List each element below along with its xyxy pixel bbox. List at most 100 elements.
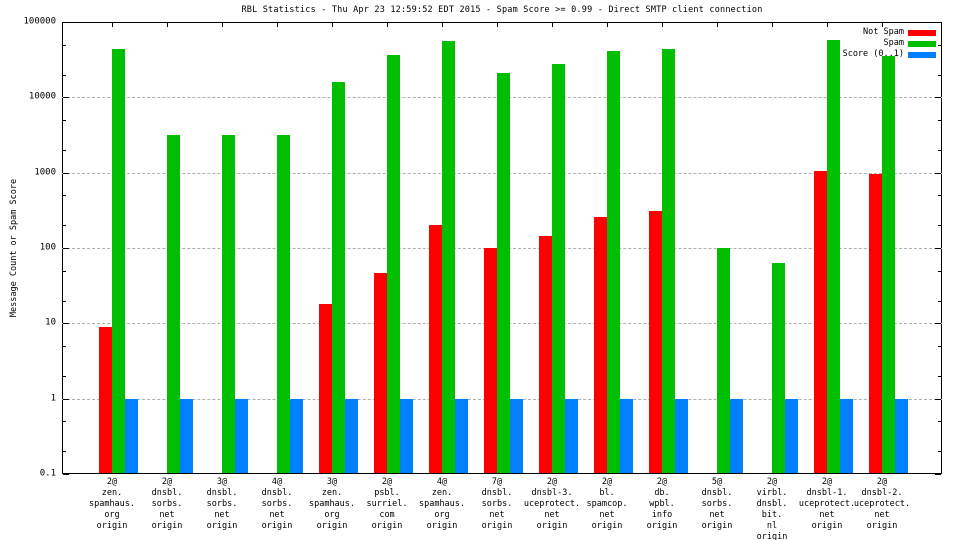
y-minor-tick xyxy=(938,300,941,302)
bar-score xyxy=(455,398,468,473)
chart-title: RBL Statistics - Thu Apr 23 12:59:52 EDT… xyxy=(241,5,763,15)
y-tick-label: 1 xyxy=(50,393,56,404)
bar-score xyxy=(785,398,798,473)
bar-score xyxy=(345,398,358,473)
y-minor-tick xyxy=(63,44,66,46)
bar-not-spam xyxy=(869,174,882,473)
y-major-tick xyxy=(63,97,69,99)
x-category-label: 7@ dnsbl. sorbs. net origin xyxy=(481,477,513,531)
y-tick-label: 10 xyxy=(45,317,56,328)
legend-swatch-not-spam-icon xyxy=(908,29,936,36)
y-minor-tick xyxy=(938,225,941,227)
bar-score xyxy=(125,398,138,473)
bar-spam xyxy=(167,134,180,473)
y-minor-tick xyxy=(63,225,66,227)
y-minor-tick xyxy=(63,451,66,453)
bar-spam xyxy=(497,73,510,473)
x-tick xyxy=(662,23,663,27)
y-minor-tick xyxy=(938,375,941,377)
x-category-label: 5@ dnsbl. sorbs. net origin xyxy=(701,477,733,531)
bar-not-spam xyxy=(594,216,607,473)
y-minor-tick xyxy=(938,44,941,46)
bar-score xyxy=(675,398,688,473)
x-tick xyxy=(882,23,883,27)
x-category-label: 2@ dnsbl. sorbs. net origin xyxy=(151,477,183,531)
x-tick xyxy=(167,23,168,27)
bar-score xyxy=(180,398,193,473)
bar-spam xyxy=(717,248,730,473)
y-major-tick xyxy=(63,172,69,174)
bar-not-spam xyxy=(429,225,442,473)
y-major-tick xyxy=(935,398,941,400)
bar-score xyxy=(400,398,413,473)
bar-not-spam xyxy=(374,272,387,473)
x-category-label: 2@ bl. spamcop. net origin xyxy=(586,477,628,531)
bar-score xyxy=(840,398,853,473)
y-tick-label: 0.1 xyxy=(39,468,56,479)
x-tick xyxy=(552,23,553,27)
bar-score xyxy=(620,398,633,473)
bar-not-spam xyxy=(99,326,112,473)
bar-not-spam xyxy=(649,210,662,473)
bar-score xyxy=(510,398,523,473)
y-minor-tick xyxy=(63,300,66,302)
y-major-tick xyxy=(935,97,941,99)
y-minor-tick xyxy=(938,74,941,76)
legend-swatch-score-icon xyxy=(908,51,936,58)
y-major-tick xyxy=(935,474,941,475)
x-category-label: 2@ dnsbl-3. uceprotect. net origin xyxy=(523,477,581,531)
x-category-label: 3@ zen. spamhaus. org origin xyxy=(308,477,356,531)
x-category-label: 2@ dnsbl-2. uceprotect. net origin xyxy=(853,477,911,531)
bar-score xyxy=(565,398,578,473)
y-tick-label: 1000 xyxy=(34,167,56,178)
x-tick xyxy=(277,23,278,27)
y-minor-tick xyxy=(63,74,66,76)
bar-spam xyxy=(772,263,785,473)
y-minor-tick xyxy=(63,375,66,377)
y-minor-tick xyxy=(938,149,941,151)
bar-score xyxy=(290,398,303,473)
x-category-label: 2@ virbl. dnsbl. bit. nl origin xyxy=(756,477,788,540)
y-minor-tick xyxy=(938,346,941,347)
y-major-tick xyxy=(63,474,69,475)
bar-score xyxy=(895,398,908,473)
legend-label-score: Score (0..1) xyxy=(842,49,904,59)
y-minor-tick xyxy=(63,120,66,121)
legend-label-spam: Spam xyxy=(883,38,904,48)
bar-spam xyxy=(607,51,620,473)
y-major-tick xyxy=(63,323,69,325)
y-minor-tick xyxy=(938,421,941,423)
x-tick xyxy=(387,23,388,27)
y-minor-tick xyxy=(938,270,941,272)
y-major-tick xyxy=(63,248,69,249)
legend: Not Spam Spam Score (0..1) xyxy=(843,27,936,60)
y-tick-label: 100 xyxy=(39,242,56,253)
x-tick xyxy=(497,23,498,27)
x-category-label: 4@ zen. spamhaus. org origin xyxy=(418,477,466,531)
x-tick xyxy=(772,23,773,27)
y-major-tick xyxy=(935,248,941,249)
y-minor-tick xyxy=(63,195,66,197)
bar-score xyxy=(730,398,743,473)
x-tick xyxy=(827,23,828,27)
y-minor-tick xyxy=(63,346,66,347)
legend-swatch-spam-icon xyxy=(908,40,936,47)
bar-spam xyxy=(882,56,895,473)
bar-spam xyxy=(827,40,840,473)
bar-not-spam xyxy=(484,248,497,473)
legend-label-not-spam: Not Spam xyxy=(863,27,904,37)
x-category-label: 3@ dnsbl. sorbs. net origin xyxy=(206,477,238,531)
y-minor-tick xyxy=(938,195,941,197)
y-minor-tick xyxy=(63,270,66,272)
x-tick xyxy=(112,23,113,27)
x-category-label: 2@ dnsbl-1. uceprotect. net origin xyxy=(798,477,856,531)
bar-spam xyxy=(387,55,400,473)
y-major-tick xyxy=(935,22,941,23)
x-category-label: 2@ zen. spamhaus. org origin xyxy=(88,477,136,531)
x-tick xyxy=(332,23,333,27)
y-minor-tick xyxy=(938,451,941,453)
x-category-label: 4@ dnsbl. sorbs. net origin xyxy=(261,477,293,531)
y-tick-label: 10000 xyxy=(28,91,56,102)
